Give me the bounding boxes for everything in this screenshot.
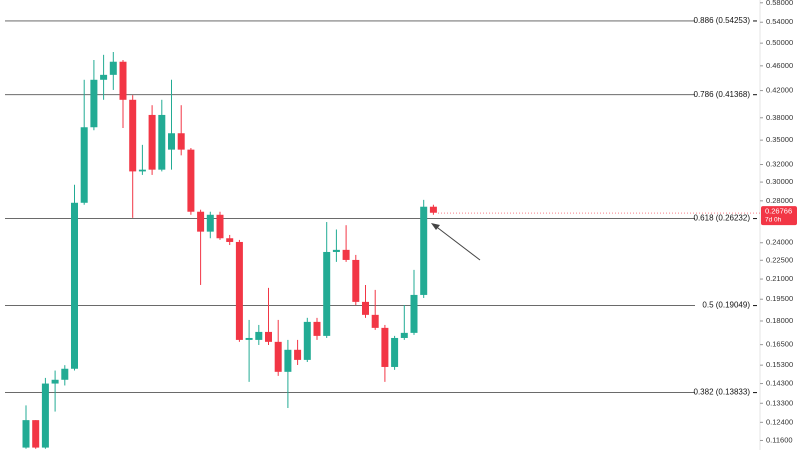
candle-body [187, 149, 195, 212]
y-tick-label: 0.21000 [766, 274, 793, 283]
y-tick-label: 0.54000 [766, 17, 793, 26]
y-tick-label: 0.12400 [766, 417, 793, 426]
y-tick-label: 0.22500 [766, 255, 793, 264]
candle-body [332, 249, 340, 252]
candle-body [226, 238, 234, 242]
candle-body [129, 99, 137, 172]
y-tick-label: 0.18000 [766, 316, 793, 325]
y-tick-label: 0.38000 [766, 113, 793, 122]
candle-body [381, 327, 389, 367]
candle-body [342, 249, 350, 260]
y-tick-label: 0.19500 [766, 294, 793, 303]
candle-body [71, 202, 78, 369]
candle-body [177, 133, 185, 150]
candle-body [400, 332, 408, 338]
countdown-label: 7d 0h [765, 216, 782, 223]
y-tick-label: 0.42000 [766, 86, 793, 95]
candle-body [41, 383, 49, 448]
candle-body [245, 337, 253, 340]
fib-label: 0.786 (0.41368) [694, 90, 751, 99]
candle-body [371, 314, 379, 328]
y-tick-label: 0.24000 [766, 238, 793, 247]
candle-body [158, 114, 166, 170]
candle-body [391, 337, 399, 367]
y-tick-label: 0.50000 [766, 38, 793, 47]
candle-body [100, 74, 108, 80]
candle-body [323, 251, 331, 336]
candle-body [429, 206, 437, 213]
fib-label: 0.886 (0.54253) [694, 16, 751, 25]
candle-body [235, 241, 243, 340]
candle-body [352, 259, 360, 302]
candle-body [61, 368, 69, 380]
annotation-arrow [431, 223, 481, 261]
y-tick-label: 0.58000 [766, 0, 793, 7]
candle-body [109, 61, 117, 75]
candle-body [294, 349, 302, 360]
y-tick-label: 0.16500 [766, 340, 793, 349]
candle-body [255, 331, 263, 340]
y-tick-label: 0.28000 [766, 196, 793, 205]
candle-body [216, 214, 224, 239]
candle-body [90, 79, 98, 128]
candle-body [313, 321, 321, 336]
candle-body [51, 379, 59, 384]
candle-body [303, 321, 311, 360]
candle-body [148, 114, 156, 170]
candle-body [168, 133, 175, 150]
y-tick-label: 0.35000 [766, 135, 793, 144]
candle-body [119, 61, 127, 100]
fib-label: 0.618 (0.26232) [694, 214, 751, 223]
y-tick-label: 0.11600 [766, 435, 793, 444]
last-price-label: 0.26766 [765, 207, 792, 216]
candle-body [274, 341, 282, 372]
candle-body [80, 127, 88, 203]
candle-body [206, 214, 214, 232]
candle-body [138, 169, 146, 172]
candle-body [284, 349, 292, 372]
fib-label: 0.5 (0.19049) [702, 301, 750, 310]
y-tick-label: 0.15300 [766, 360, 793, 369]
candle-body [32, 420, 40, 448]
candle-body [265, 331, 272, 342]
y-tick-label: 0.13300 [766, 398, 793, 407]
candle-body [22, 420, 30, 448]
last-price-tag [761, 206, 797, 226]
y-tick-label: 0.46000 [766, 61, 793, 70]
candle-body [410, 294, 418, 333]
fib-label: 0.382 (0.13833) [694, 388, 751, 397]
candle-body [362, 301, 369, 315]
candle-body [420, 206, 428, 295]
y-tick-label: 0.14300 [766, 379, 793, 388]
y-tick-label: 0.32000 [766, 160, 793, 169]
y-tick-label: 0.30000 [766, 177, 793, 186]
candle-body [197, 211, 205, 232]
